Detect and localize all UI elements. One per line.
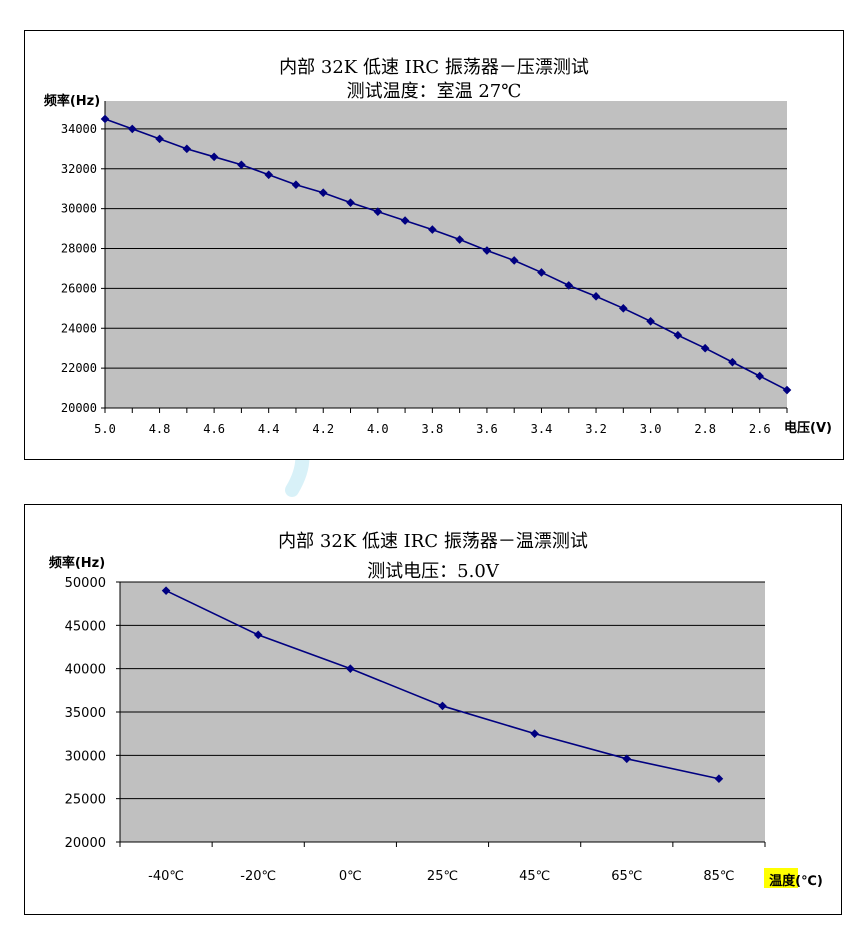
- chart1-data-point: [482, 246, 492, 255]
- chart1-series-line: [104, 118, 788, 391]
- chart1-x-axis-label: 电压(V): [784, 420, 832, 436]
- chart1-x-tick-label: 4.8: [149, 422, 171, 436]
- chart1-data-point: [755, 371, 765, 381]
- chart1-x-tick-label: 3.4: [531, 422, 553, 436]
- chart1-x-tick-label: 3.0: [640, 422, 662, 436]
- chart1-data-point: [318, 188, 328, 198]
- chart1-x-tick-label: 3.6: [476, 422, 498, 436]
- chart1-data-point: [509, 256, 519, 265]
- chart2-y-tick-label: 45000: [65, 619, 106, 634]
- chart1-title: 内部 32K 低速 IRC 振荡器－压漂测试: [279, 57, 589, 78]
- chart2-y-tick-label: 30000: [65, 749, 106, 764]
- chart2-data-point: [346, 664, 355, 673]
- chart1-data-point: [155, 134, 164, 144]
- chart2-svg: 20000 25000 30000 35000 40000 45000 50000 -40℃ -…: [49, 555, 823, 889]
- chart1-data-point: [400, 216, 410, 225]
- chart1-data-point: [619, 304, 628, 313]
- chart1-data-point: [209, 152, 219, 162]
- chart2-x-tick-label: 85℃: [703, 869, 734, 884]
- chart2-x-tick-label: 0℃: [339, 869, 362, 884]
- chart1-data-point: [291, 180, 301, 190]
- chart2-data-point: [622, 754, 632, 764]
- chart1-x-tick-label: 4.6: [203, 422, 225, 436]
- chart1-data-point: [537, 268, 546, 277]
- chart2-y-tick-label: 35000: [65, 706, 106, 721]
- chart2-subtitle: 测试电压：5.0V: [367, 561, 499, 582]
- chart2-data-point: [438, 701, 447, 711]
- chart1-data-point: [100, 114, 110, 124]
- chart2-title: 内部 32K 低速 IRC 振荡器－温漂测试: [278, 531, 588, 552]
- chart2-y-tick-label: 40000: [65, 663, 106, 678]
- chart1-y-tick-label: 30000: [61, 202, 97, 216]
- chart1-y-axis-label: 频率(Hz): [44, 93, 100, 109]
- chart2-data-point: [253, 630, 263, 640]
- chart2-y-axis-label: 频率(Hz): [49, 555, 105, 571]
- chart2-data-point: [530, 729, 539, 738]
- chart2-data-point: [714, 774, 724, 784]
- chart1-x-tick-label: 5.0: [94, 422, 116, 436]
- chart1-data-point: [564, 281, 574, 290]
- chart1-data-point: [455, 235, 464, 244]
- chart1-x-tick-label: 2.8: [694, 422, 716, 436]
- chart1-x-tick-label: 3.2: [585, 422, 607, 436]
- chart1-data-point: [264, 170, 273, 180]
- chart1-data-point: [700, 343, 710, 353]
- chart2-data-point: [161, 586, 171, 595]
- chart2-y-tick-label: 20000: [65, 836, 106, 851]
- voltage-drift-chart: 内部 32K 低速 IRC 振荡器－压漂测试 测试温度：室温 27℃ 20000…: [24, 30, 844, 460]
- temperature-drift-chart: 内部 32K 低速 IRC 振荡器－温漂测试 测试电压：5.0V 20000 25…: [24, 504, 842, 915]
- chart1-y-tick-label: 22000: [61, 361, 97, 375]
- chart1-y-tick-label: 32000: [61, 162, 97, 176]
- chart2-x-tick-label: 45℃: [519, 869, 550, 884]
- chart1-data-point: [782, 385, 792, 395]
- chart1-x-tick-label: 4.0: [367, 422, 389, 436]
- chart1-svg: 20000 22000 24000 26000 28000 30000 32000 34000…: [44, 93, 832, 436]
- chart1-x-tick-label: 3.8: [422, 422, 444, 436]
- chart2-y-tick-label: 25000: [65, 793, 106, 808]
- chart1-plot-area: [105, 101, 787, 408]
- chart2-x-tick-label: 25℃: [427, 869, 458, 884]
- chart1-x-tick-label: 2.6: [749, 422, 771, 436]
- chart1-data-point: [591, 292, 601, 301]
- chart1-y-tick-label: 20000: [61, 401, 97, 415]
- chart1-y-tick-label: 26000: [61, 281, 97, 295]
- chart2-y-tick-label: 50000: [65, 576, 106, 591]
- chart1-y-tick-label: 24000: [61, 321, 97, 335]
- chart1-data-point: [127, 124, 137, 134]
- chart1-x-tick-label: 4.2: [312, 422, 334, 436]
- chart1-y-tick-label: 28000: [61, 242, 97, 256]
- chart1-data-point: [428, 225, 437, 234]
- chart1-data-point: [182, 144, 192, 154]
- chart2-x-axis-label-highlight: [764, 868, 798, 888]
- chart2-x-tick-label: 65℃: [611, 869, 642, 884]
- chart1-x-tick-label: 4.4: [258, 422, 280, 436]
- chart1-data-point: [673, 330, 683, 340]
- chart1-data-point: [373, 207, 383, 216]
- chart1-data-point: [237, 160, 246, 170]
- chart1-subtitle: 测试温度：室温 27℃: [346, 81, 522, 102]
- chart1-data-point: [646, 316, 655, 326]
- chart2-x-axis-label: 温度(℃): [769, 873, 823, 889]
- chart2-x-tick-label: -20℃: [240, 869, 276, 884]
- chart2-x-tick-label: -40℃: [148, 869, 184, 884]
- chart1-data-point: [728, 357, 737, 367]
- chart1-y-tick-label: 34000: [61, 122, 97, 136]
- chart1-data-point: [346, 198, 355, 207]
